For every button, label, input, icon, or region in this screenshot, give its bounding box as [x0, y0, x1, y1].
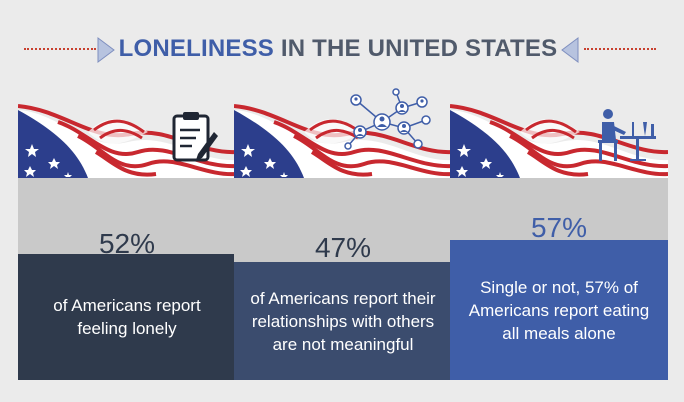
stat-card-relationships: 47% of Americans report their relationsh… [234, 88, 452, 380]
page-title: LONELINESS IN THE UNITED STATES [116, 32, 560, 66]
stat-percent: 57% [530, 212, 588, 243]
page-title-highlight: LONELINESS [118, 35, 275, 62]
header-divider-left [24, 48, 96, 50]
stat-description: of Americans report their relationships … [234, 262, 452, 380]
arrow-right-icon [97, 37, 115, 63]
network-icon [344, 88, 431, 150]
stat-percent: 52% [98, 228, 156, 259]
page-title-rest: IN THE UNITED STATES [274, 35, 558, 62]
header-divider-right [584, 48, 656, 50]
stat-description: of Americans report feeling lonely [18, 254, 236, 380]
stat-description: Single or not, 57% of Americans report e… [450, 240, 668, 380]
arrow-left-icon [561, 37, 579, 63]
header: LONELINESS IN THE UNITED STATES [0, 0, 684, 100]
clipboard-icon [172, 112, 218, 162]
stat-percent: 47% [314, 232, 372, 263]
stat-card-lonely: 52% of Americans report feeling lonely [18, 102, 236, 380]
stat-card-meals: 57% Single or not, 57% of Americans repo… [450, 102, 668, 380]
dining-alone-icon [598, 109, 656, 161]
